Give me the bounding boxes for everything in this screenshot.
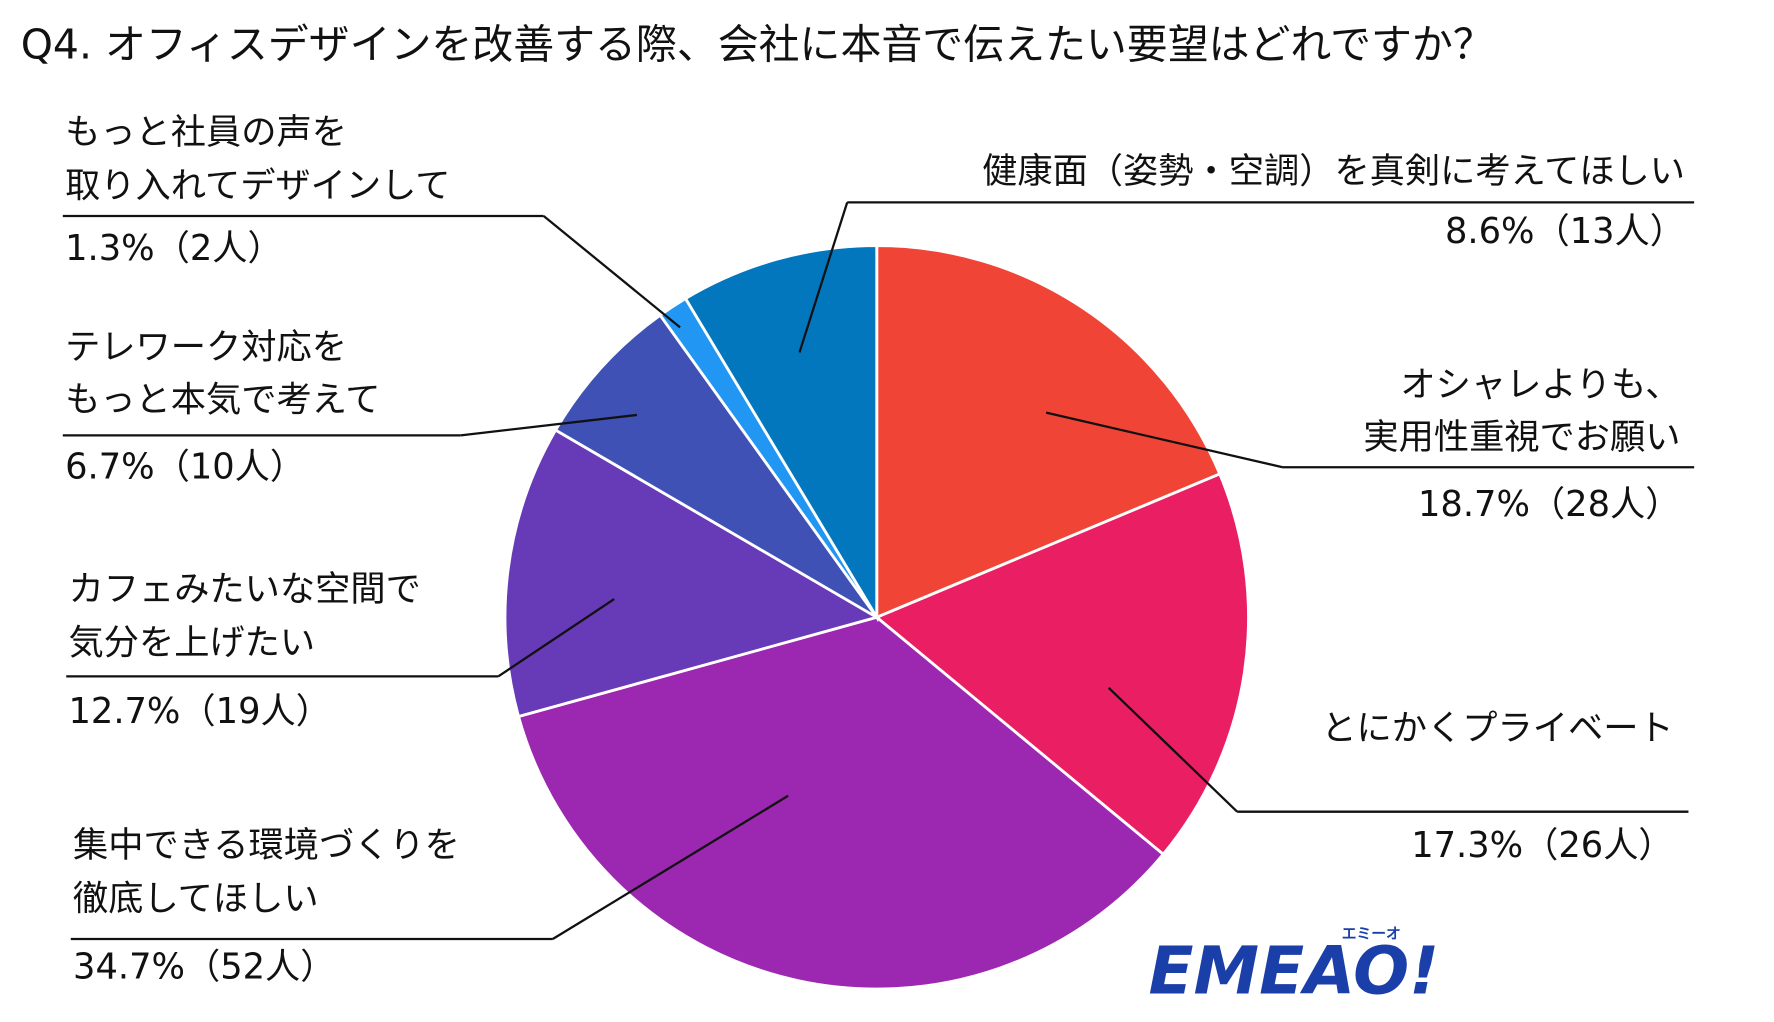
leader-line [798, 202, 849, 353]
pie-slice [516, 615, 1166, 991]
slice-label: もっと社員の声を [65, 112, 347, 153]
pie [503, 244, 1250, 991]
slice-label: 取り入れてデザインして [65, 166, 450, 207]
slice-label: 実用性重視でお願い [1363, 417, 1680, 458]
value-label: 8.6%（13人） [1445, 211, 1685, 252]
slice-label: オシャレよりも、 [1400, 365, 1680, 406]
pie-slice [875, 244, 1222, 620]
logo-kana: エミーオ [1342, 925, 1401, 942]
logo: EMEAO! エミーオ [1148, 925, 1439, 1009]
pie-slice [683, 244, 879, 623]
leader-line [542, 215, 681, 329]
value-label: 6.7%（10人） [65, 446, 305, 487]
value-label: 1.3%（2人） [65, 228, 283, 269]
leader-line [1045, 411, 1283, 469]
value-label: 34.7%（52人） [73, 947, 335, 988]
slice-label: 気分を上げたい [68, 623, 315, 664]
slice-label: 徹底してほしい [73, 878, 319, 919]
slice-label: 健康面（姿勢・空調）を真剣に考えてほしい [982, 151, 1685, 192]
value-label: 17.3%（26人） [1411, 825, 1673, 866]
pie-slice [503, 428, 881, 719]
logo-text: EMEAO! [1148, 932, 1439, 1009]
slice-label: テレワーク対応を [65, 327, 347, 368]
leader-line [497, 598, 615, 678]
value-label: 18.7%（28人） [1418, 484, 1680, 525]
slice-label: 集中できる環境づくりを [73, 825, 460, 866]
pie-slice [553, 313, 878, 619]
chart-title: Q4. オフィスデザインを改善する際、会社に本音で伝えたい要望はどれですか？ [21, 21, 1494, 69]
leader-line [1107, 686, 1238, 813]
slice-label: もっと本気で考えて [65, 379, 380, 420]
leader-line [460, 413, 638, 437]
value-label: 12.7%（19人） [68, 691, 330, 732]
pie-slice [874, 472, 1250, 857]
slice-label: とにかくプライベート [1321, 708, 1673, 749]
slice-label: カフェみたいな空間で [68, 569, 420, 610]
leader-line [552, 794, 789, 940]
